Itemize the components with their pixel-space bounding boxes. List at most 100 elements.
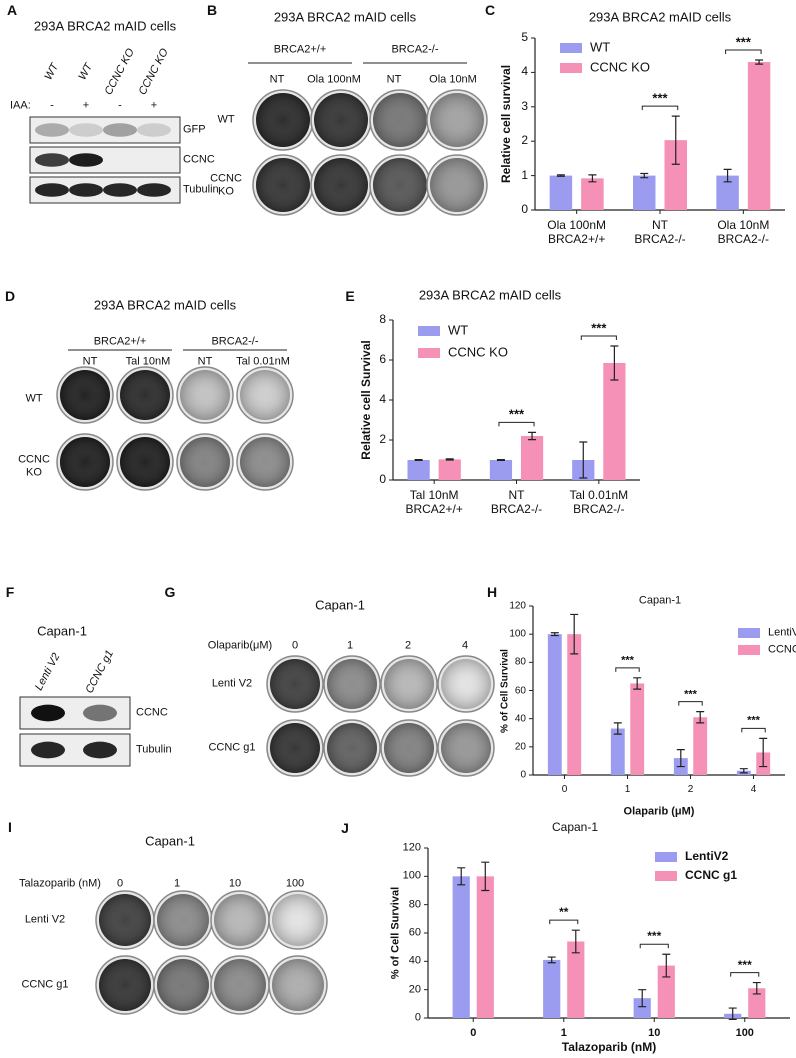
- significance: ***: [652, 90, 668, 106]
- blot-band: [137, 183, 171, 197]
- legend-label: WT: [590, 39, 611, 55]
- error-bar: [588, 174, 597, 183]
- y-tick-label: 2: [521, 133, 528, 148]
- y-tick-label: 80: [514, 656, 526, 668]
- plate-shade: [314, 93, 368, 147]
- panel-letter: B: [206, 1, 218, 18]
- panel-title: 293A BRCA2 mAID cells: [273, 9, 417, 25]
- plate-shade: [256, 93, 310, 147]
- y-tick-label: 8: [379, 312, 386, 327]
- row-label: Lenti V2: [24, 913, 66, 926]
- treatment-label: NT: [82, 355, 98, 368]
- blot-band: [35, 183, 69, 197]
- error-bar: [556, 174, 565, 177]
- group-label: BRCA2+/+: [93, 335, 147, 348]
- error-bar: [728, 1007, 737, 1021]
- bar: [567, 634, 582, 775]
- legend-swatch: [738, 628, 760, 638]
- significance-bracket: [741, 727, 766, 733]
- significance-bracket: [615, 667, 640, 672]
- panel-title: 293A BRCA2 mAID cells: [93, 297, 237, 313]
- plate-shade: [240, 437, 290, 487]
- bar: [452, 876, 470, 1018]
- legend-label: WT: [448, 322, 469, 338]
- error-bar: [570, 613, 579, 655]
- y-tick-label: 100: [509, 628, 526, 640]
- error-bar: [496, 459, 505, 461]
- legend-swatch: [655, 871, 677, 881]
- error-bar: [414, 459, 423, 461]
- error-bar: [662, 953, 671, 978]
- panel-title: 293A BRCA2 mAID cells: [33, 18, 177, 34]
- y-tick-label: 2: [379, 432, 386, 447]
- bar: [438, 459, 461, 480]
- band-label: Tubulin: [183, 183, 219, 196]
- legend-swatch: [560, 63, 582, 73]
- dose-label: Olaparib(μM): [207, 639, 273, 652]
- band-label: GFP: [183, 123, 206, 136]
- bar: [603, 363, 626, 480]
- x-tick-label: 0: [470, 1027, 477, 1039]
- plate-shade: [99, 959, 151, 1011]
- significance-bracket: [730, 972, 760, 977]
- panel-letter: E: [345, 287, 355, 304]
- plate-shade: [99, 894, 151, 946]
- y-axis-label: Relative cell Survival: [359, 340, 374, 460]
- plate-shade: [180, 437, 230, 487]
- row-label: WT: [25, 392, 43, 405]
- y-tick-label: 120: [402, 841, 421, 854]
- plate-shade: [441, 659, 491, 709]
- dose: 0: [291, 639, 299, 652]
- significance: ***: [684, 688, 697, 701]
- row-label: CCNC g1: [208, 741, 256, 754]
- treatment-sign: -: [50, 99, 54, 112]
- error-bar: [640, 172, 649, 179]
- row-label: CCNC KO: [210, 172, 242, 197]
- blot-band: [35, 153, 69, 167]
- error-bar: [481, 861, 490, 892]
- plate-shade: [120, 370, 170, 420]
- dose-label: Talazoparib (nM): [19, 877, 101, 890]
- error-bar: [547, 956, 556, 964]
- row-label: CCNC KO: [18, 453, 50, 478]
- blot-band: [31, 704, 65, 722]
- plate-shade: [384, 659, 434, 709]
- error-bar: [613, 722, 622, 735]
- plate-shade: [384, 723, 434, 773]
- bar: [747, 62, 771, 210]
- blot-band: [69, 153, 103, 167]
- y-tick-label: 0: [521, 202, 528, 217]
- x-tick-label: 2: [687, 784, 694, 795]
- x-axis-label: Olaparib (μM): [623, 805, 695, 818]
- plate-shade: [120, 437, 170, 487]
- dose: 1: [173, 877, 181, 890]
- dose: 100: [285, 877, 305, 890]
- significance: ***: [735, 34, 751, 50]
- significance-bracket: [639, 943, 669, 949]
- dose: 4: [461, 639, 469, 652]
- x-tick-label: 1: [560, 1027, 567, 1039]
- plate-shade: [430, 158, 484, 212]
- bar: [664, 140, 687, 210]
- plate-shade: [270, 723, 320, 773]
- panel-title: Capan-1: [315, 597, 365, 613]
- y-tick-label: 40: [408, 955, 421, 968]
- bar: [476, 876, 494, 1018]
- blot-band: [103, 123, 137, 137]
- y-tick-label: 6: [379, 352, 386, 367]
- x-tick-label: 1: [624, 784, 631, 795]
- x-tick-label: 100: [735, 1027, 754, 1039]
- legend-label: CCNC g1: [768, 643, 796, 656]
- bar: [567, 941, 585, 1018]
- chart-title: 293A BRCA2 mAID cells: [418, 287, 562, 303]
- treatment-label: NT: [386, 73, 402, 86]
- significance-bracket: [678, 701, 703, 706]
- chart-title: Capan-1: [638, 594, 682, 607]
- row-label: WT: [217, 113, 235, 126]
- error-bar: [739, 768, 748, 774]
- error-bar: [445, 458, 454, 461]
- bar: [547, 634, 562, 775]
- significance: **: [559, 905, 569, 920]
- y-tick-label: 4: [521, 64, 528, 79]
